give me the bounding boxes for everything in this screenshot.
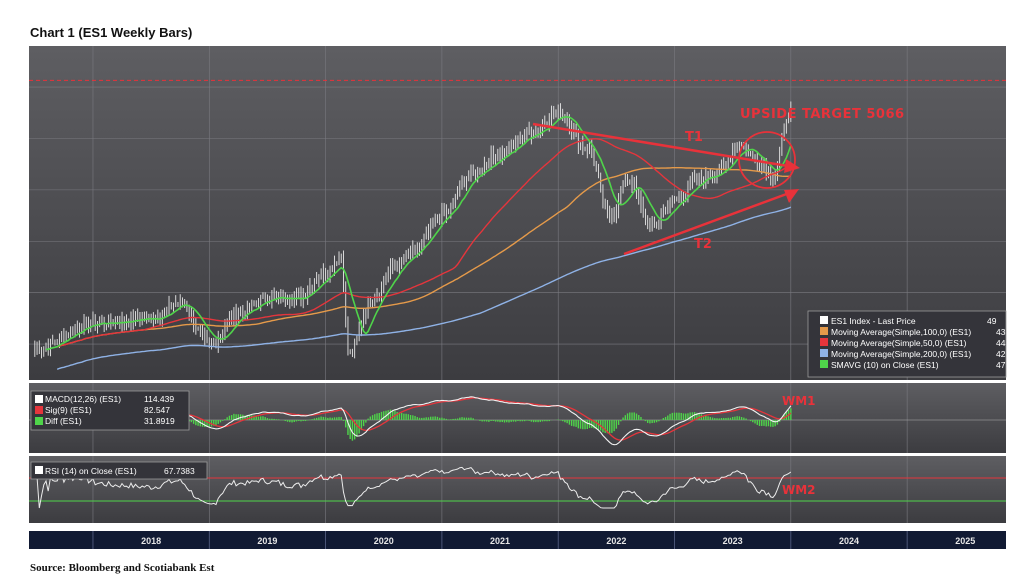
rsi-line <box>36 466 792 509</box>
legend-label: Diff (ES1) <box>45 416 82 426</box>
legend-value: 42 <box>996 349 1006 359</box>
legend-value: 31.8919 <box>144 416 175 426</box>
trendline-t2-arrowhead <box>784 189 799 203</box>
legend-swatch <box>820 360 828 368</box>
t1-label: T1 <box>685 130 703 145</box>
legend-label: Sig(9) (ES1) <box>45 405 92 415</box>
legend-value: 114.439 <box>144 394 174 404</box>
breakout-circle <box>738 131 796 189</box>
legend-label: SMAVG (10) on Close (ES1) <box>831 360 939 370</box>
legend-label: Moving Average(Simple,50,0) (ES1) <box>831 338 967 348</box>
price-legend: ES1 Index - Last Price 49 Moving Average… <box>807 310 1007 378</box>
trendline-t1 <box>532 122 795 169</box>
wm1-label: WM1 <box>782 394 816 408</box>
year-tick-label: 2021 <box>490 536 510 546</box>
legend-label: MACD(12,26) (ES1) <box>45 394 121 404</box>
year-tick-label: 2019 <box>257 536 277 546</box>
year-tick-label: 2018 <box>141 536 161 546</box>
macd-legend: MACD(12,26) (ES1) 114.439 Sig(9) (ES1) 8… <box>30 390 190 431</box>
legend-value: 43 <box>996 327 1006 337</box>
chart-title: Chart 1 (ES1 Weekly Bars) <box>30 25 193 40</box>
sma-50-line <box>56 138 792 348</box>
year-tick-label: 2023 <box>723 536 743 546</box>
legend-value: 49 <box>987 316 997 326</box>
legend-label: Moving Average(Simple,200,0) (ES1) <box>831 349 971 359</box>
trendline-t1-arrowhead <box>784 159 800 173</box>
year-tick-label: 2025 <box>955 536 975 546</box>
rsi-legend: RSI (14) on Close (ES1) 67.7383 <box>30 461 208 480</box>
macd-panel <box>29 383 1006 453</box>
x-axis-bar <box>29 531 1006 549</box>
legend-swatch <box>820 349 828 357</box>
t2-label: T2 <box>694 237 712 252</box>
legend-swatch <box>35 395 43 403</box>
year-tick-label: 2020 <box>374 536 394 546</box>
year-tick-labels: 2018 2019 2020 2021 2022 2023 2024 2025 <box>92 531 975 549</box>
legend-label: RSI (14) on Close (ES1) <box>45 466 137 476</box>
legend-swatch <box>35 417 43 425</box>
legend-label: ES1 Index - Last Price <box>831 316 916 326</box>
price-series <box>34 101 792 370</box>
legend-value: 67.7383 <box>164 466 195 476</box>
year-tick-label: 2024 <box>839 536 859 546</box>
legend-swatch <box>35 466 43 474</box>
sma-200-line <box>56 206 792 370</box>
sma-100-line <box>56 167 791 348</box>
legend-value: 44 <box>996 338 1006 348</box>
upside-target-label: UPSIDE TARGET 5066 <box>740 107 905 122</box>
year-tick-label: 2022 <box>606 536 626 546</box>
smavg-10-line <box>45 116 792 351</box>
legend-value: 47 <box>996 360 1006 370</box>
macd-series <box>29 396 1006 446</box>
legend-swatch <box>820 327 828 335</box>
legend-value: 82.547 <box>144 405 170 415</box>
legend-swatch <box>820 338 828 346</box>
source-note: Source: Bloomberg and Scotiabank Est <box>30 562 215 574</box>
legend-swatch <box>820 316 828 324</box>
trendline-t2 <box>623 190 793 256</box>
grid <box>29 46 1006 523</box>
wm2-label: WM2 <box>782 483 816 497</box>
legend-swatch <box>35 406 43 414</box>
legend-label: Moving Average(Simple,100,0) (ES1) <box>831 327 971 337</box>
